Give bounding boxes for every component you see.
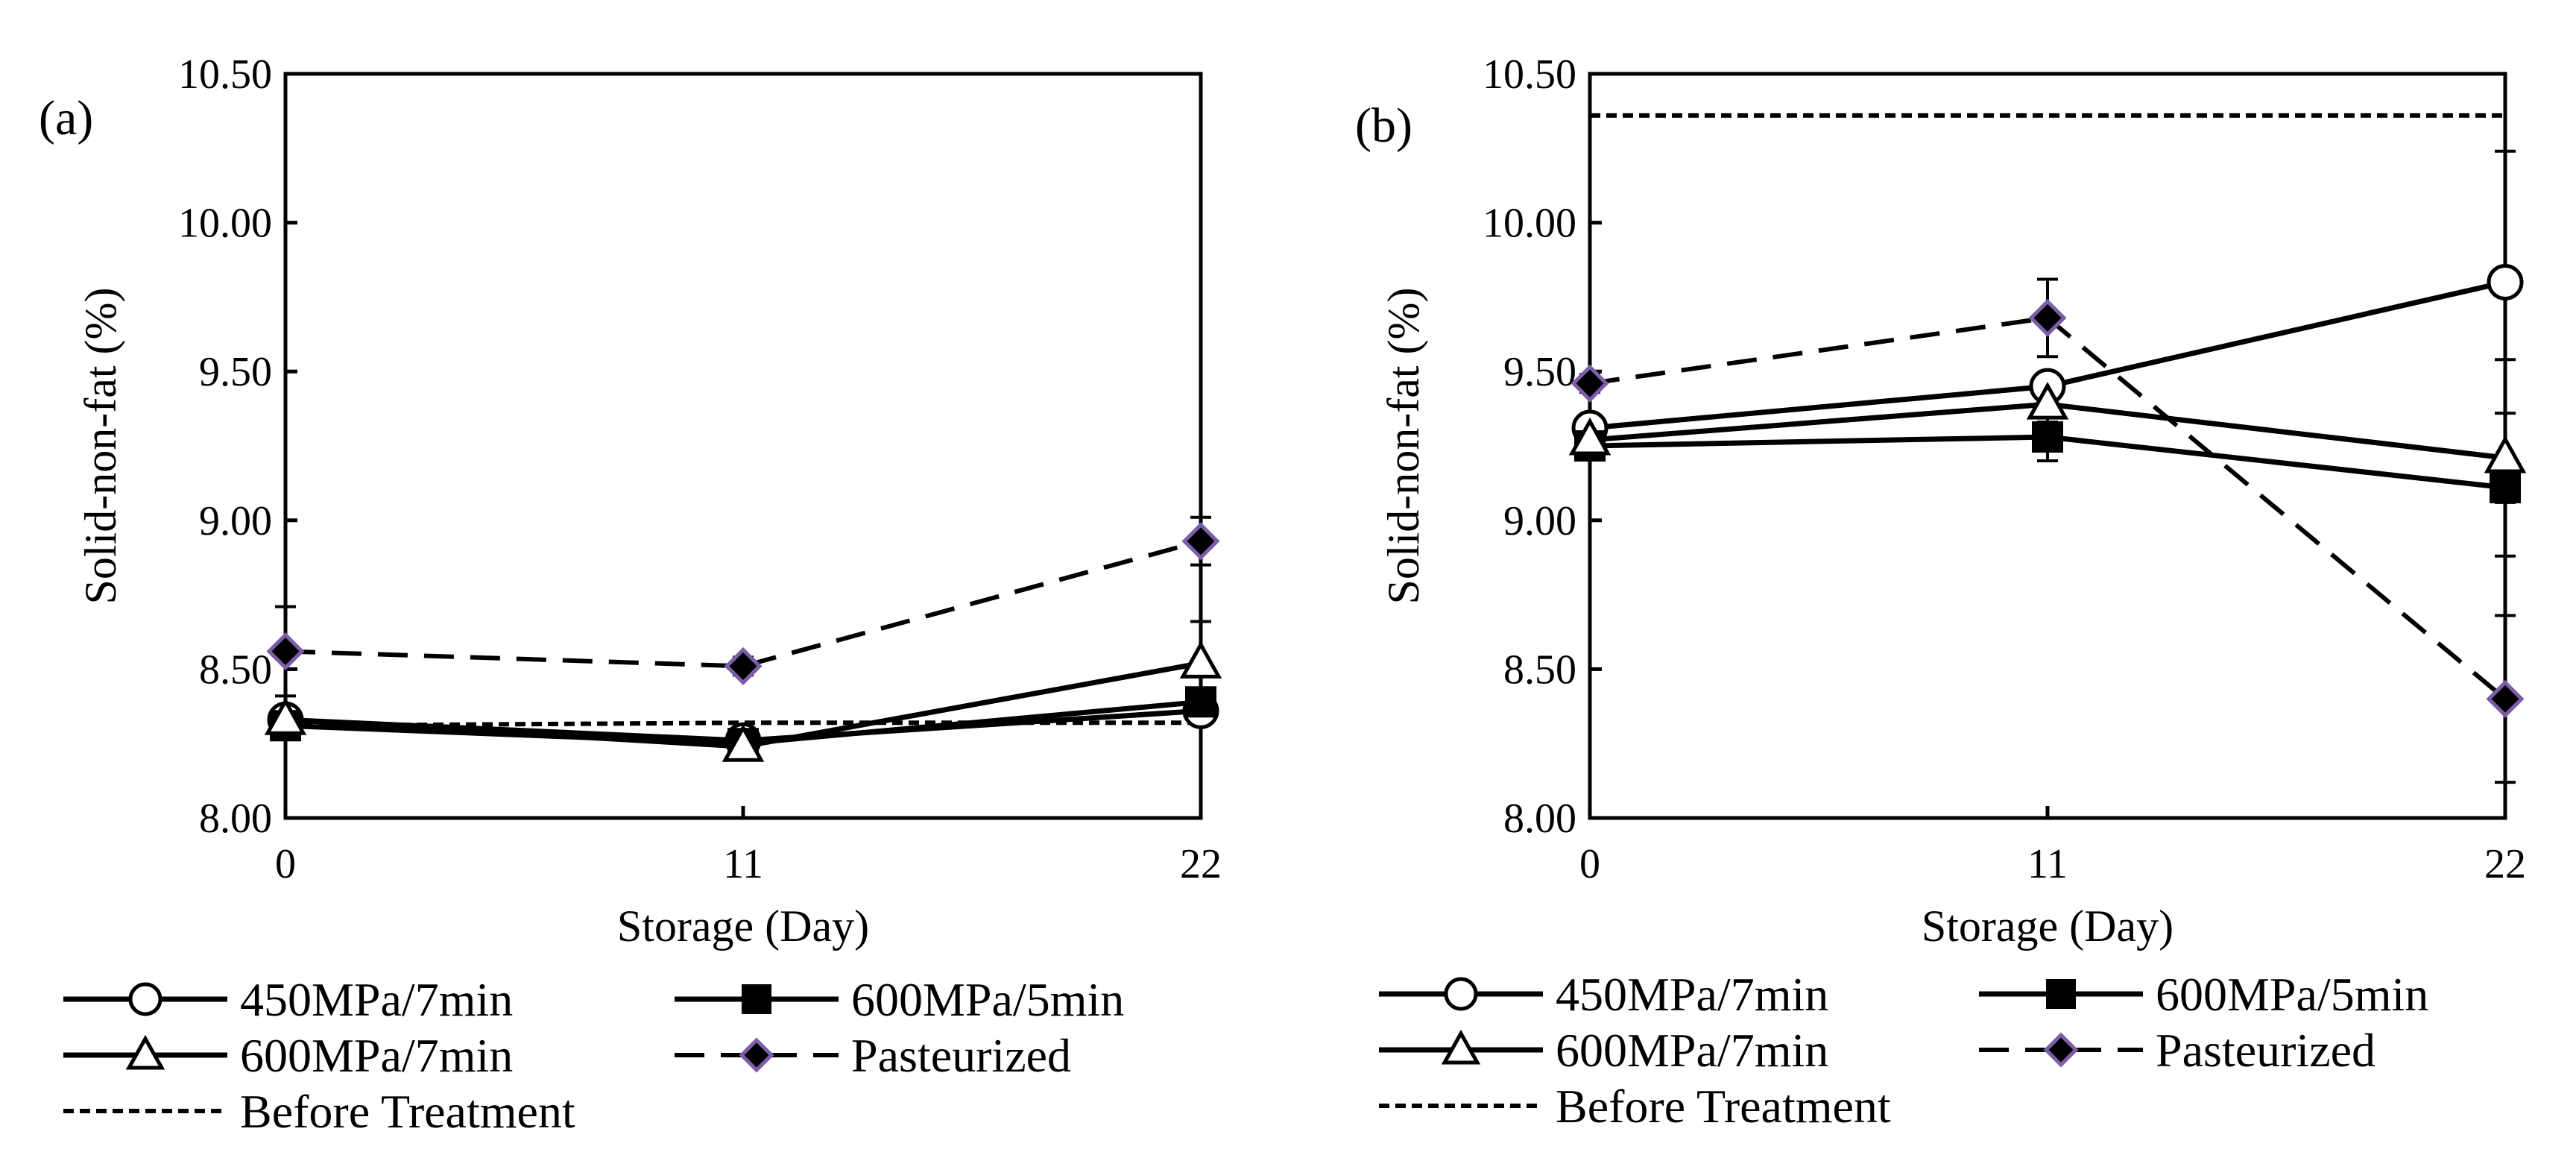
circle-marker-icon <box>128 982 162 1016</box>
x-axis-label-b: Storage (Day) <box>1922 901 2174 951</box>
legend-label: 600MPa/5min <box>2156 968 2428 1021</box>
legend-item-450-7: 450MPa/7min <box>63 973 513 1026</box>
legend-label: 600MPa/7min <box>1556 1024 1828 1077</box>
y-tick-label: 10.00 <box>1483 201 1576 247</box>
data-point <box>1570 364 1609 403</box>
y-tick-label: 9.50 <box>199 349 272 395</box>
y-tick-label: 9.00 <box>199 498 272 544</box>
x-tick-label: 22 <box>1180 841 1222 887</box>
legend-label: Pasteurized <box>2156 1024 2375 1077</box>
x-tick-label: 11 <box>2027 841 2068 887</box>
panel-label-a: (a) <box>39 91 93 145</box>
x-tick-label: 11 <box>723 841 763 887</box>
y-axis-label-b: Solid-non-fat (%) <box>1379 288 1428 605</box>
legend-item-600-5: 600MPa/5min <box>675 973 1124 1026</box>
x-tick-label: 22 <box>2484 841 2526 887</box>
y-tick-label: 10.50 <box>178 51 272 98</box>
data-point <box>1185 686 1216 718</box>
data-point <box>2026 381 2069 420</box>
circle-marker-icon <box>1444 977 1478 1011</box>
chart-panel-a: (a) Solid-non-fat (%) Storage (Day) 8.00… <box>39 51 1222 951</box>
data-point <box>1179 641 1222 679</box>
legend-b: 450MPa/7min 600MPa/5min 600MPa/7min Past… <box>1379 968 2428 1133</box>
chart-panel-b: (b) Solid-non-fat (%) Storage (Day) 8.00… <box>1355 51 2527 951</box>
legend-item-600-7: 600MPa/7min <box>63 1029 513 1082</box>
panel-label-b: (b) <box>1355 98 1412 153</box>
legend-item-before-treatment: Before Treatment <box>1379 1080 1891 1133</box>
data-point <box>1181 522 1220 561</box>
data-point <box>266 632 305 670</box>
y-tick-label: 10.50 <box>1483 51 1576 98</box>
y-tick-label: 8.00 <box>199 796 272 842</box>
triangle-marker-icon <box>1441 1029 1481 1065</box>
y-tick-label: 8.00 <box>1503 796 1576 842</box>
legend-label: 600MPa/5min <box>851 973 1124 1026</box>
y-tick-label: 9.00 <box>1503 498 1576 544</box>
legend-item-pasteurized: Pasteurized <box>675 1029 1071 1082</box>
data-point <box>2490 471 2521 503</box>
y-tick-label: 8.50 <box>1503 646 1576 693</box>
data-point <box>724 646 763 685</box>
y-tick-label: 8.50 <box>199 646 272 693</box>
legend-label: Before Treatment <box>1556 1080 1891 1133</box>
square-marker-icon <box>2046 979 2076 1009</box>
data-point <box>2486 679 2525 718</box>
data-point <box>1568 417 1611 456</box>
y-tick-label: 9.50 <box>1503 349 1576 395</box>
data-point <box>2484 435 2527 473</box>
legend-item-600-5: 600MPa/5min <box>1979 968 2428 1021</box>
legend-item-before-treatment: Before Treatment <box>63 1085 575 1138</box>
y-tick-label: 10.00 <box>178 201 272 247</box>
square-marker-icon <box>742 984 771 1014</box>
series-line-before-treatment <box>285 720 1201 729</box>
diamond-marker-icon <box>739 1037 774 1073</box>
triangle-marker-icon <box>125 1034 165 1070</box>
data-point <box>2028 298 2067 337</box>
legend-item-600-7: 600MPa/7min <box>1379 1024 1828 1077</box>
plot-frame-a <box>283 72 1203 820</box>
legend-label: 450MPa/7min <box>1556 968 1828 1021</box>
x-tick-label: 0 <box>1579 841 1600 887</box>
legend-item-pasteurized: Pasteurized <box>1979 1024 2375 1077</box>
y-axis-label-a: Solid-non-fat (%) <box>76 288 125 605</box>
series-line-pasteurized <box>285 538 1202 669</box>
legend-label: 450MPa/7min <box>240 973 513 1026</box>
legend-label: Pasteurized <box>851 1029 1071 1082</box>
legend-label: Before Treatment <box>240 1085 575 1138</box>
x-tick-label: 0 <box>275 841 296 887</box>
data-point <box>2032 421 2063 453</box>
data-point <box>2487 263 2524 300</box>
legend-a: 450MPa/7min 600MPa/5min 600MPa/7min Past… <box>63 973 1124 1138</box>
diamond-marker-icon <box>2043 1032 2079 1068</box>
data-point <box>722 724 765 762</box>
data-point <box>264 697 307 735</box>
legend-label: 600MPa/7min <box>240 1029 513 1082</box>
legend-item-450-7: 450MPa/7min <box>1379 968 1828 1021</box>
x-axis-label-a: Storage (Day) <box>617 901 869 951</box>
